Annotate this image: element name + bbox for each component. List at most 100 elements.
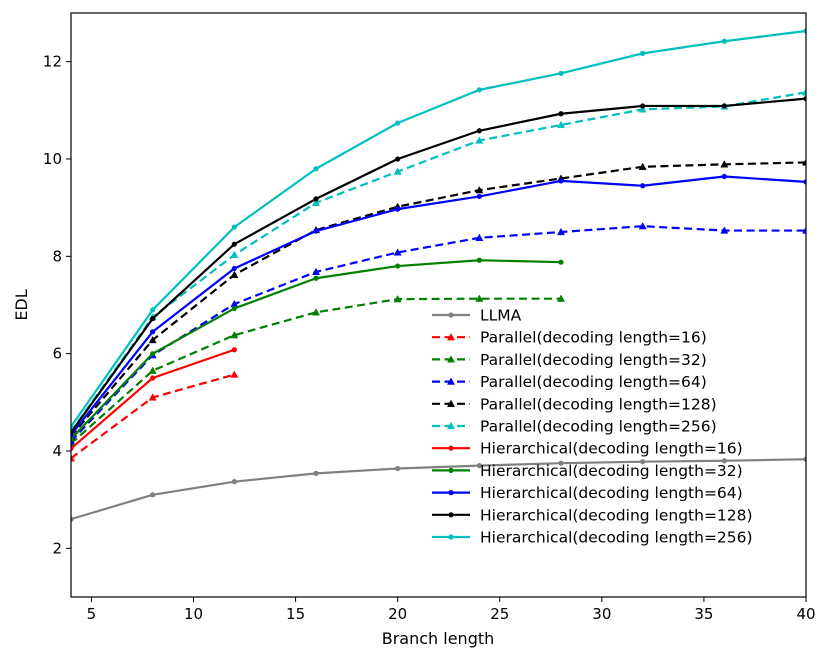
data-point <box>475 136 484 144</box>
data-point <box>395 206 401 212</box>
series-llma <box>71 456 806 522</box>
data-point <box>148 335 157 344</box>
legend-label: Hierarchical(decoding length=256) <box>480 529 753 547</box>
data-point <box>721 38 727 44</box>
data-point <box>71 436 74 442</box>
x-axis: 5 10 15 20 25 30 35 40 <box>87 597 816 623</box>
x-tick-label: 35 <box>694 605 713 623</box>
data-point <box>721 103 727 109</box>
x-tick-label: 10 <box>184 605 203 623</box>
data-point <box>558 111 564 117</box>
data-point <box>311 267 321 276</box>
data-point <box>640 103 646 109</box>
legend-item: LLMA <box>432 307 522 325</box>
data-point <box>638 105 647 113</box>
series-line <box>71 161 806 438</box>
data-point <box>801 158 806 166</box>
data-point <box>476 193 482 200</box>
data-point <box>311 198 321 206</box>
data-point <box>720 160 729 168</box>
series-parallel-decoding-length-32 <box>71 294 566 447</box>
series-hierarchical-decoding-length-256 <box>71 28 806 430</box>
legend-swatch-marker <box>446 399 456 407</box>
data-point <box>475 233 484 241</box>
data-point <box>71 424 74 430</box>
data-point <box>71 454 76 462</box>
data-point <box>721 173 727 180</box>
y-tick-label: 4 <box>52 442 62 460</box>
data-point <box>558 460 564 466</box>
data-point <box>231 224 237 230</box>
data-point <box>475 186 484 194</box>
series-line <box>71 373 235 460</box>
data-point <box>230 270 239 278</box>
data-point <box>395 465 401 472</box>
legend-swatch-marker <box>446 333 456 341</box>
data-point <box>393 248 402 256</box>
legend-item: Hierarchical(decoding length=256) <box>432 529 753 547</box>
data-point <box>801 226 806 234</box>
data-point <box>231 479 237 485</box>
x-tick-label: 40 <box>796 605 815 623</box>
data-point <box>311 308 321 316</box>
y-tick-label: 2 <box>52 539 62 557</box>
data-point <box>393 167 402 175</box>
x-tick-label: 25 <box>490 605 509 623</box>
data-point <box>720 226 729 234</box>
legend: LLMA Parallel(decoding length=16) Parallel… <box>432 307 753 547</box>
data-point <box>71 445 74 452</box>
data-point <box>150 492 156 498</box>
data-point <box>231 241 237 247</box>
data-point <box>395 156 401 162</box>
data-point <box>150 316 156 322</box>
data-point <box>476 128 482 134</box>
legend-swatch-marker <box>448 534 454 540</box>
data-point <box>393 295 402 303</box>
legend-label: Parallel(decoding length=64) <box>480 373 707 391</box>
data-point <box>556 120 566 129</box>
data-point <box>638 162 647 170</box>
legend-label: Hierarchical(decoding length=32) <box>480 462 743 480</box>
series-line <box>71 91 806 433</box>
data-point <box>71 516 74 522</box>
series-hierarchical-decoding-length-32 <box>71 257 564 442</box>
legend-item: Hierarchical(decoding length=16) <box>432 440 743 458</box>
legend-item: Parallel(decoding length=64) <box>432 373 707 391</box>
legend-swatch-marker <box>448 445 454 451</box>
legend-label: Parallel(decoding length=128) <box>480 395 717 413</box>
data-point <box>801 88 806 96</box>
legend-label: Parallel(decoding length=16) <box>480 329 707 347</box>
data-point <box>803 456 806 462</box>
data-point <box>640 459 646 465</box>
legend-item: Parallel(decoding length=32) <box>432 351 707 369</box>
data-point <box>803 179 806 185</box>
data-point <box>803 28 806 34</box>
data-point <box>313 228 319 234</box>
series-hierarchical-decoding-length-128 <box>71 96 806 436</box>
legend-item: Parallel(decoding length=256) <box>432 418 717 436</box>
y-axis-label: EDL <box>12 289 31 320</box>
data-point <box>721 458 727 464</box>
legend-label: Parallel(decoding length=32) <box>480 351 707 369</box>
legend-item: Parallel(decoding length=128) <box>432 395 717 413</box>
legend-item: Hierarchical(decoding length=64) <box>432 484 743 502</box>
series-line <box>71 29 806 428</box>
series-line <box>71 175 806 436</box>
legend-label: Parallel(decoding length=256) <box>480 418 717 436</box>
data-point <box>230 250 239 259</box>
series-line <box>71 97 806 434</box>
x-axis-label: Branch length <box>382 629 495 648</box>
data-point <box>558 259 564 265</box>
x-tick-label: 20 <box>388 605 407 623</box>
data-point <box>476 257 482 263</box>
plot-frame <box>70 12 807 598</box>
data-point <box>313 166 319 172</box>
legend-swatch-marker <box>448 512 454 518</box>
data-point <box>150 375 156 381</box>
legend-swatch-marker <box>448 312 454 318</box>
legend-swatch-marker <box>448 490 454 496</box>
data-point <box>640 183 646 189</box>
data-point <box>313 275 319 281</box>
legend-swatch-marker <box>446 421 456 430</box>
